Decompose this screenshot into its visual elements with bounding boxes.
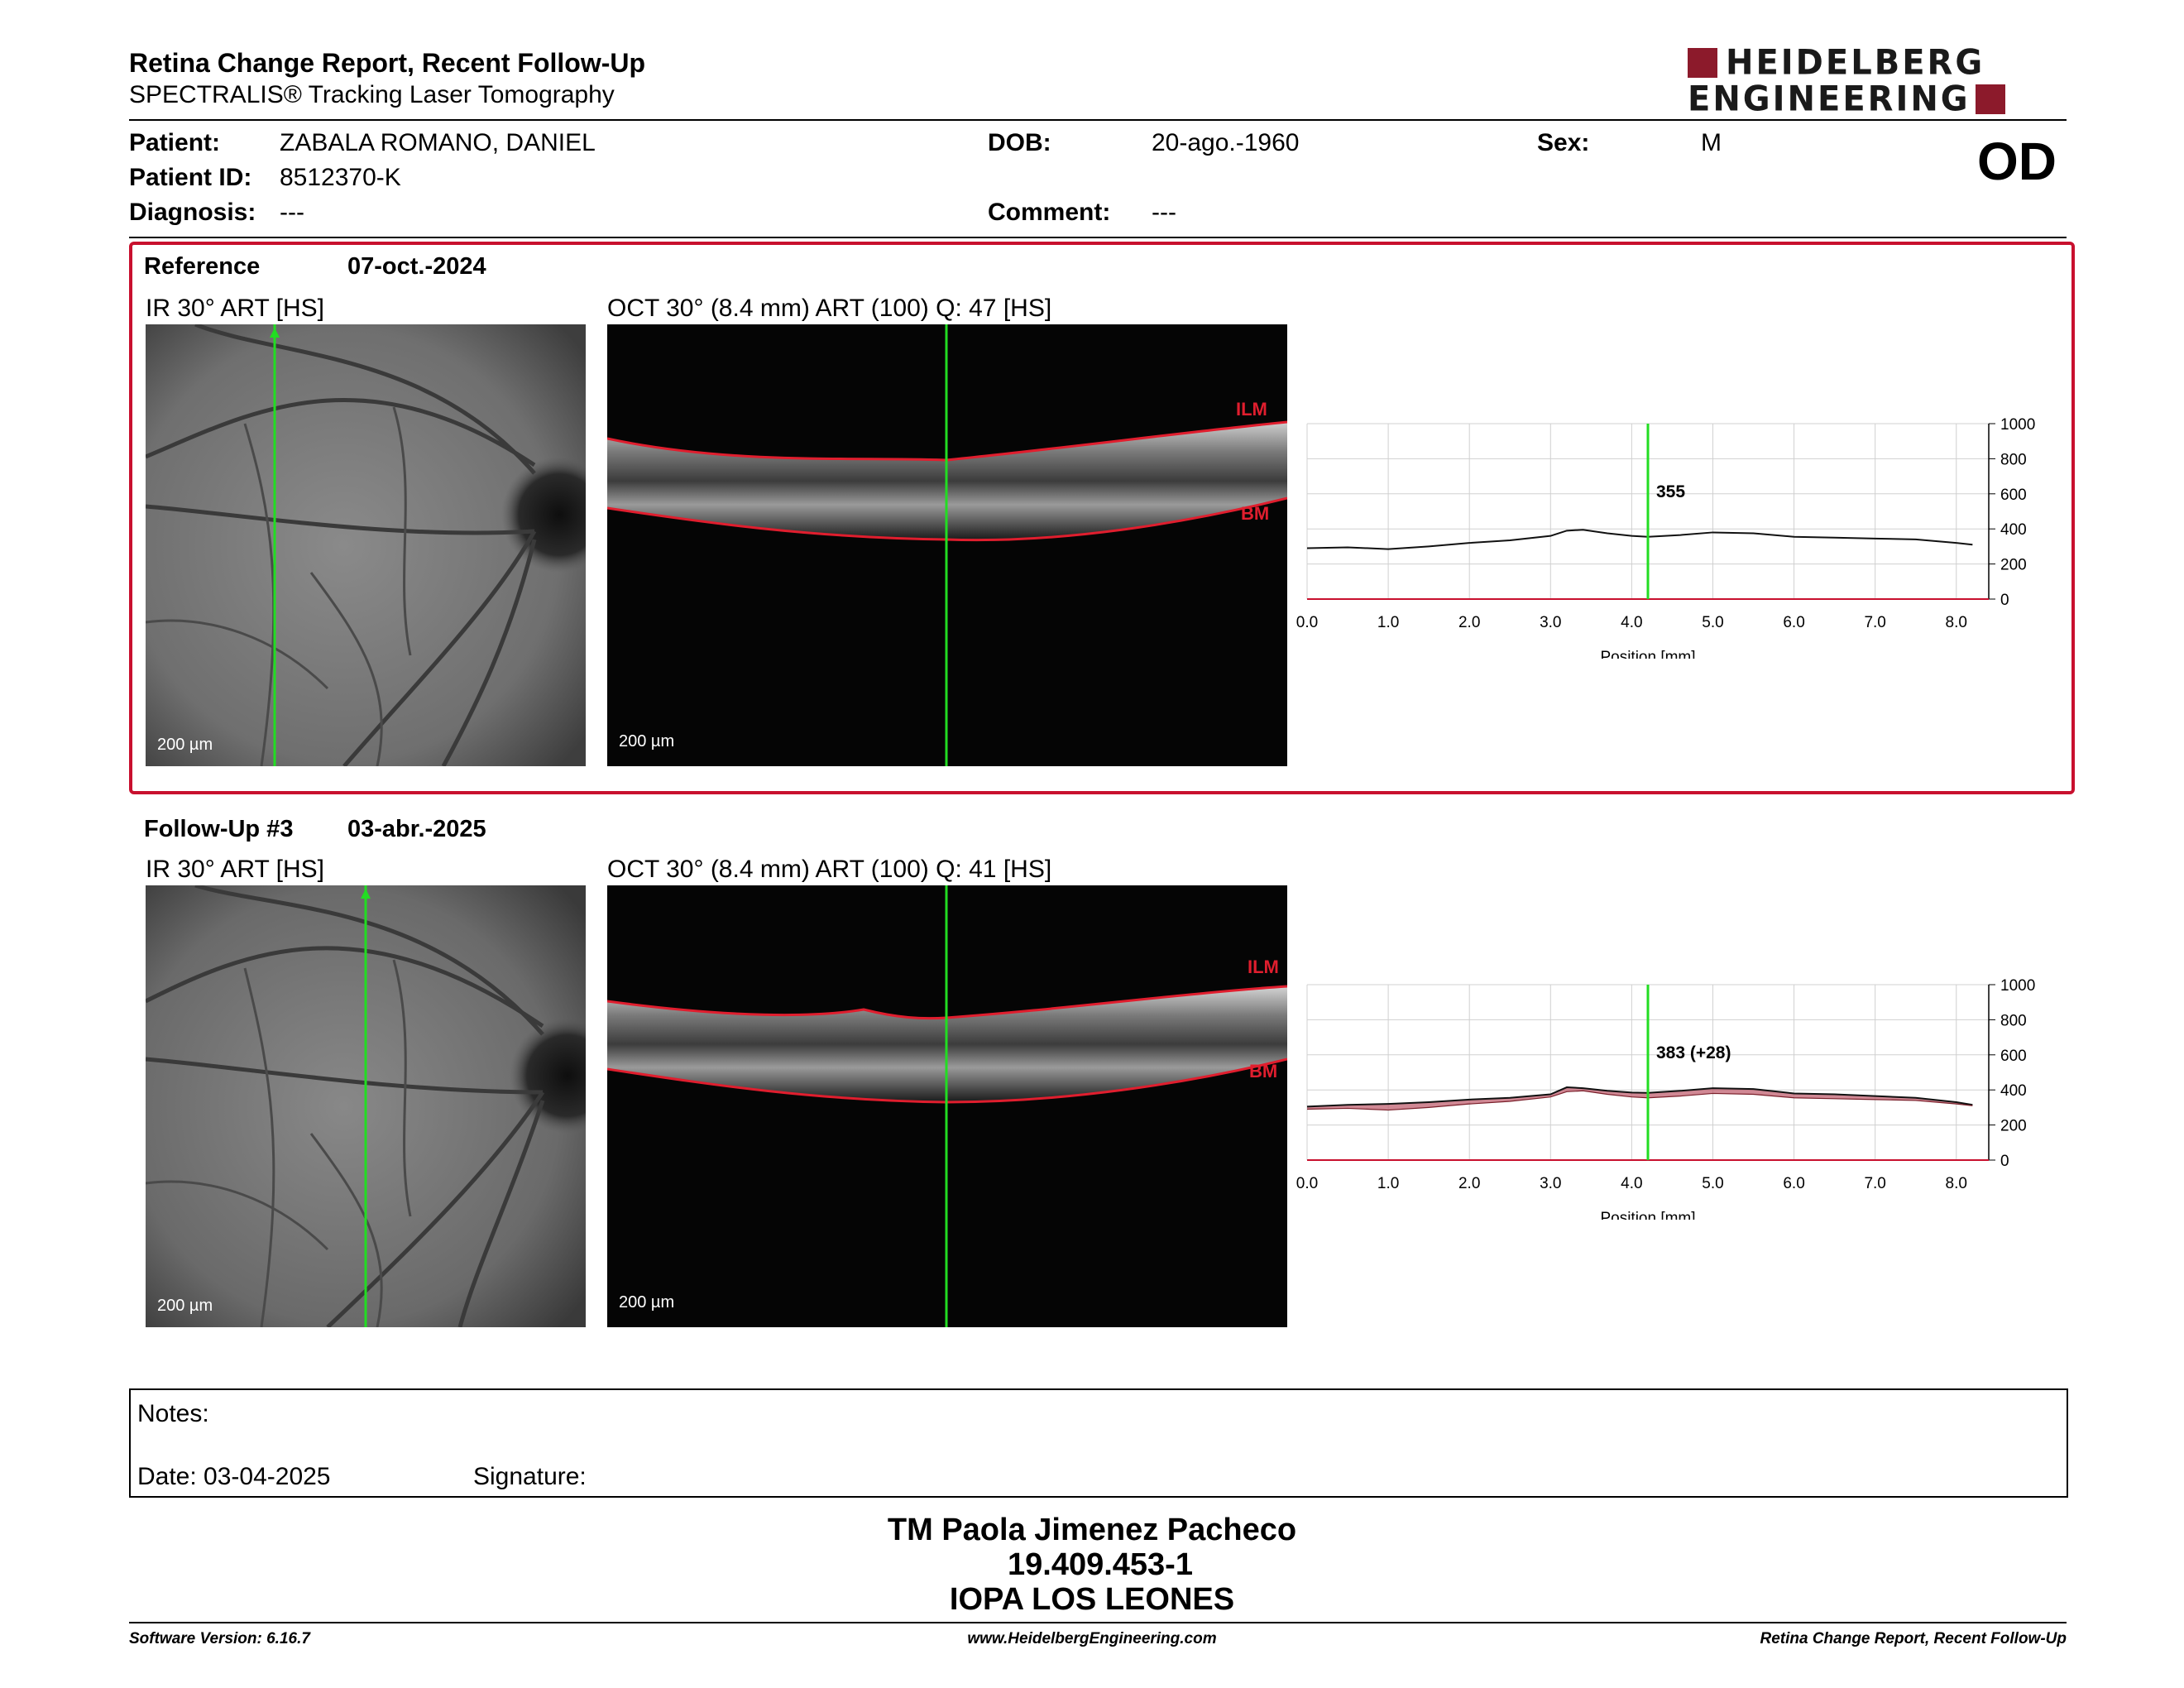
notes-date: Date: 03-04-2025 [137,1463,331,1490]
x-tick-label: 6.0 [1783,1175,1804,1192]
reference-frame [129,242,2075,794]
reference-label: Reference [144,253,261,280]
marker-value: 355 [1656,482,1685,501]
followup-thickness-chart: 0.0 1.0 2.0 3.0 4.0 5.0 6.0 7.0 8.0 0 200 400 600 800… [1296,977,2035,1220]
sex-label: Sex: [1537,129,1590,156]
reference-oct-image: ILM BM 200 µm [607,324,1287,766]
comment-label: Comment: [988,199,1111,226]
y-tick-label: 400 [2000,521,2027,539]
x-tick-label: 2.0 [1458,1175,1480,1192]
thickness-change-area [1307,1087,1973,1110]
x-tick-label: 2.0 [1458,614,1480,631]
heidelberg-logo: HEIDELBERG ENGINEERING [1688,42,2067,120]
x-tick-label: 0.0 [1296,614,1318,631]
y-tick-label: 600 [2000,1048,2027,1065]
website: www.HeidelbergEngineering.com [967,1630,1217,1647]
signature-label: Signature: [473,1463,587,1490]
thickness-line [1306,529,1973,550]
comment-value: --- [1152,199,1176,226]
report-subtitle: SPECTRALIS® Tracking Laser Tomography [129,81,615,108]
reference-date: 07-oct.-2024 [347,253,486,280]
dob-value: 20-ago.-1960 [1152,129,1300,156]
reference-oct-scale: 200 µm [619,732,675,750]
diagnosis-label: Diagnosis: [129,199,256,226]
y-tick-label: 200 [2000,557,2027,574]
dob-label: DOB: [988,129,1051,156]
y-tick-label: 1000 [2000,416,2035,434]
followup-ir-caption: IR 30° ART [HS] [146,856,324,883]
x-tick-label: 7.0 [1864,1175,1885,1192]
fu-bm-label: BM [1249,1061,1277,1081]
notes-box: Notes: Date: 03-04-2025 Signature: [129,1388,2068,1498]
fundus-image [146,885,586,1327]
x-tick-label: 5.0 [1702,1175,1723,1192]
y-tick-label: 0 [2000,1153,2009,1170]
followup-ir-image: 200 µm [146,885,586,1327]
patient-id: 8512370-K [280,164,401,191]
sex-value: M [1701,129,1722,156]
y-tick-label: 800 [2000,1012,2027,1029]
x-axis-label: Position [mm] [1600,649,1695,659]
signer-id: 19.409.453-1 [1008,1547,1193,1582]
ref-ilm-label: ILM [1236,399,1267,420]
x-tick-label: 8.0 [1946,1175,1967,1192]
y-tick-label: 800 [2000,451,2027,468]
software-version: Software Version: 6.16.7 [129,1630,310,1647]
reference-ir-caption: IR 30° ART [HS] [146,295,324,322]
followup-date: 03-abr.-2025 [347,816,486,842]
y-tick-label: 600 [2000,487,2027,504]
followup-ir-scale: 200 µm [157,1297,213,1315]
x-tick-label: 0.0 [1296,1175,1318,1192]
y-tick-label: 0 [2000,592,2009,609]
thickness-line [1306,1090,1973,1111]
reference-thickness-chart: 0.0 1.0 2.0 3.0 4.0 5.0 6.0 7.0 8.0 0 200 400 600 800… [1296,416,2035,659]
footer-report-name: Retina Change Report, Recent Follow-Up [1760,1630,2067,1647]
x-tick-label: 4.0 [1621,614,1642,631]
x-tick-label: 6.0 [1783,614,1804,631]
patient-name: ZABALA ROMANO, DANIEL [280,129,596,156]
eye-indicator: OD [1977,132,2057,191]
marker-value: 383 (+28) [1656,1043,1731,1062]
followup-oct-caption: OCT 30° (8.4 mm) ART (100) Q: 41 [HS] [607,856,1052,883]
thickness-line [1306,1086,1973,1108]
x-tick-label: 8.0 [1946,614,1967,631]
patient-id-label: Patient ID: [129,164,252,191]
signer-clinic: IOPA LOS LEONES [949,1582,1235,1617]
followup-oct-image: ILM BM 200 µm [607,885,1287,1327]
x-tick-label: 4.0 [1621,1175,1642,1192]
reference-oct-caption: OCT 30° (8.4 mm) ART (100) Q: 47 [HS] [607,295,1052,322]
logo-line1: HEIDELBERG [1726,42,1985,84]
logo-line2: ENGINEERING [1688,79,1971,120]
reference-ir-image: 200 µm [146,324,586,766]
x-tick-label: 7.0 [1864,614,1885,631]
y-tick-label: 1000 [2000,977,2035,995]
x-tick-label: 3.0 [1540,1175,1561,1192]
logo-square-right [1975,84,2005,114]
report-title: Retina Change Report, Recent Follow-Up [129,48,646,78]
patient-label: Patient: [129,129,221,156]
x-axis-label: Position [mm] [1600,1210,1695,1220]
header-rule [129,119,2067,121]
diagnosis-value: --- [280,199,304,226]
oct-bscan: ILM BM [607,324,1287,766]
fundus-image [146,324,586,766]
x-tick-label: 1.0 [1377,614,1399,631]
x-tick-label: 5.0 [1702,614,1723,631]
fu-ilm-label: ILM [1248,957,1279,977]
logo-square-left [1688,48,1717,78]
reference-ir-scale: 200 µm [157,736,213,754]
x-tick-label: 1.0 [1377,1175,1399,1192]
signer-name: TM Paola Jimenez Pacheco [887,1513,1297,1547]
oct-bscan: ILM BM [607,885,1287,1327]
ref-bm-label: BM [1241,503,1269,524]
followup-label: Follow-Up #3 [144,816,294,842]
followup-oct-scale: 200 µm [619,1293,675,1312]
patient-rule [129,237,2067,238]
y-tick-label: 200 [2000,1118,2027,1135]
footer-rule [129,1622,2067,1623]
y-tick-label: 400 [2000,1082,2027,1100]
notes-label: Notes: [137,1400,209,1427]
x-tick-label: 3.0 [1540,614,1561,631]
